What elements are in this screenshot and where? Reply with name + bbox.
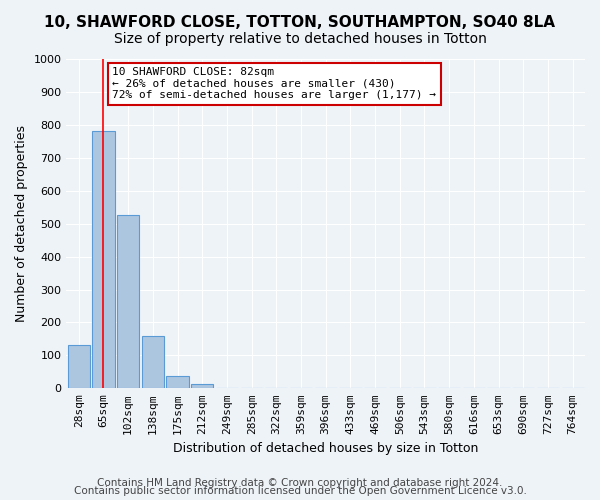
X-axis label: Distribution of detached houses by size in Totton: Distribution of detached houses by size … — [173, 442, 478, 455]
Text: 10, SHAWFORD CLOSE, TOTTON, SOUTHAMPTON, SO40 8LA: 10, SHAWFORD CLOSE, TOTTON, SOUTHAMPTON,… — [44, 15, 556, 30]
Y-axis label: Number of detached properties: Number of detached properties — [15, 125, 28, 322]
Text: Contains HM Land Registry data © Crown copyright and database right 2024.: Contains HM Land Registry data © Crown c… — [97, 478, 503, 488]
Bar — [68, 346, 90, 389]
Bar — [117, 216, 139, 388]
Bar — [92, 132, 115, 388]
Text: 10 SHAWFORD CLOSE: 82sqm
← 26% of detached houses are smaller (430)
72% of semi-: 10 SHAWFORD CLOSE: 82sqm ← 26% of detach… — [112, 67, 436, 100]
Text: Contains public sector information licensed under the Open Government Licence v3: Contains public sector information licen… — [74, 486, 526, 496]
Bar — [191, 384, 214, 388]
Bar — [142, 336, 164, 388]
Text: Size of property relative to detached houses in Totton: Size of property relative to detached ho… — [113, 32, 487, 46]
Bar — [166, 376, 188, 388]
